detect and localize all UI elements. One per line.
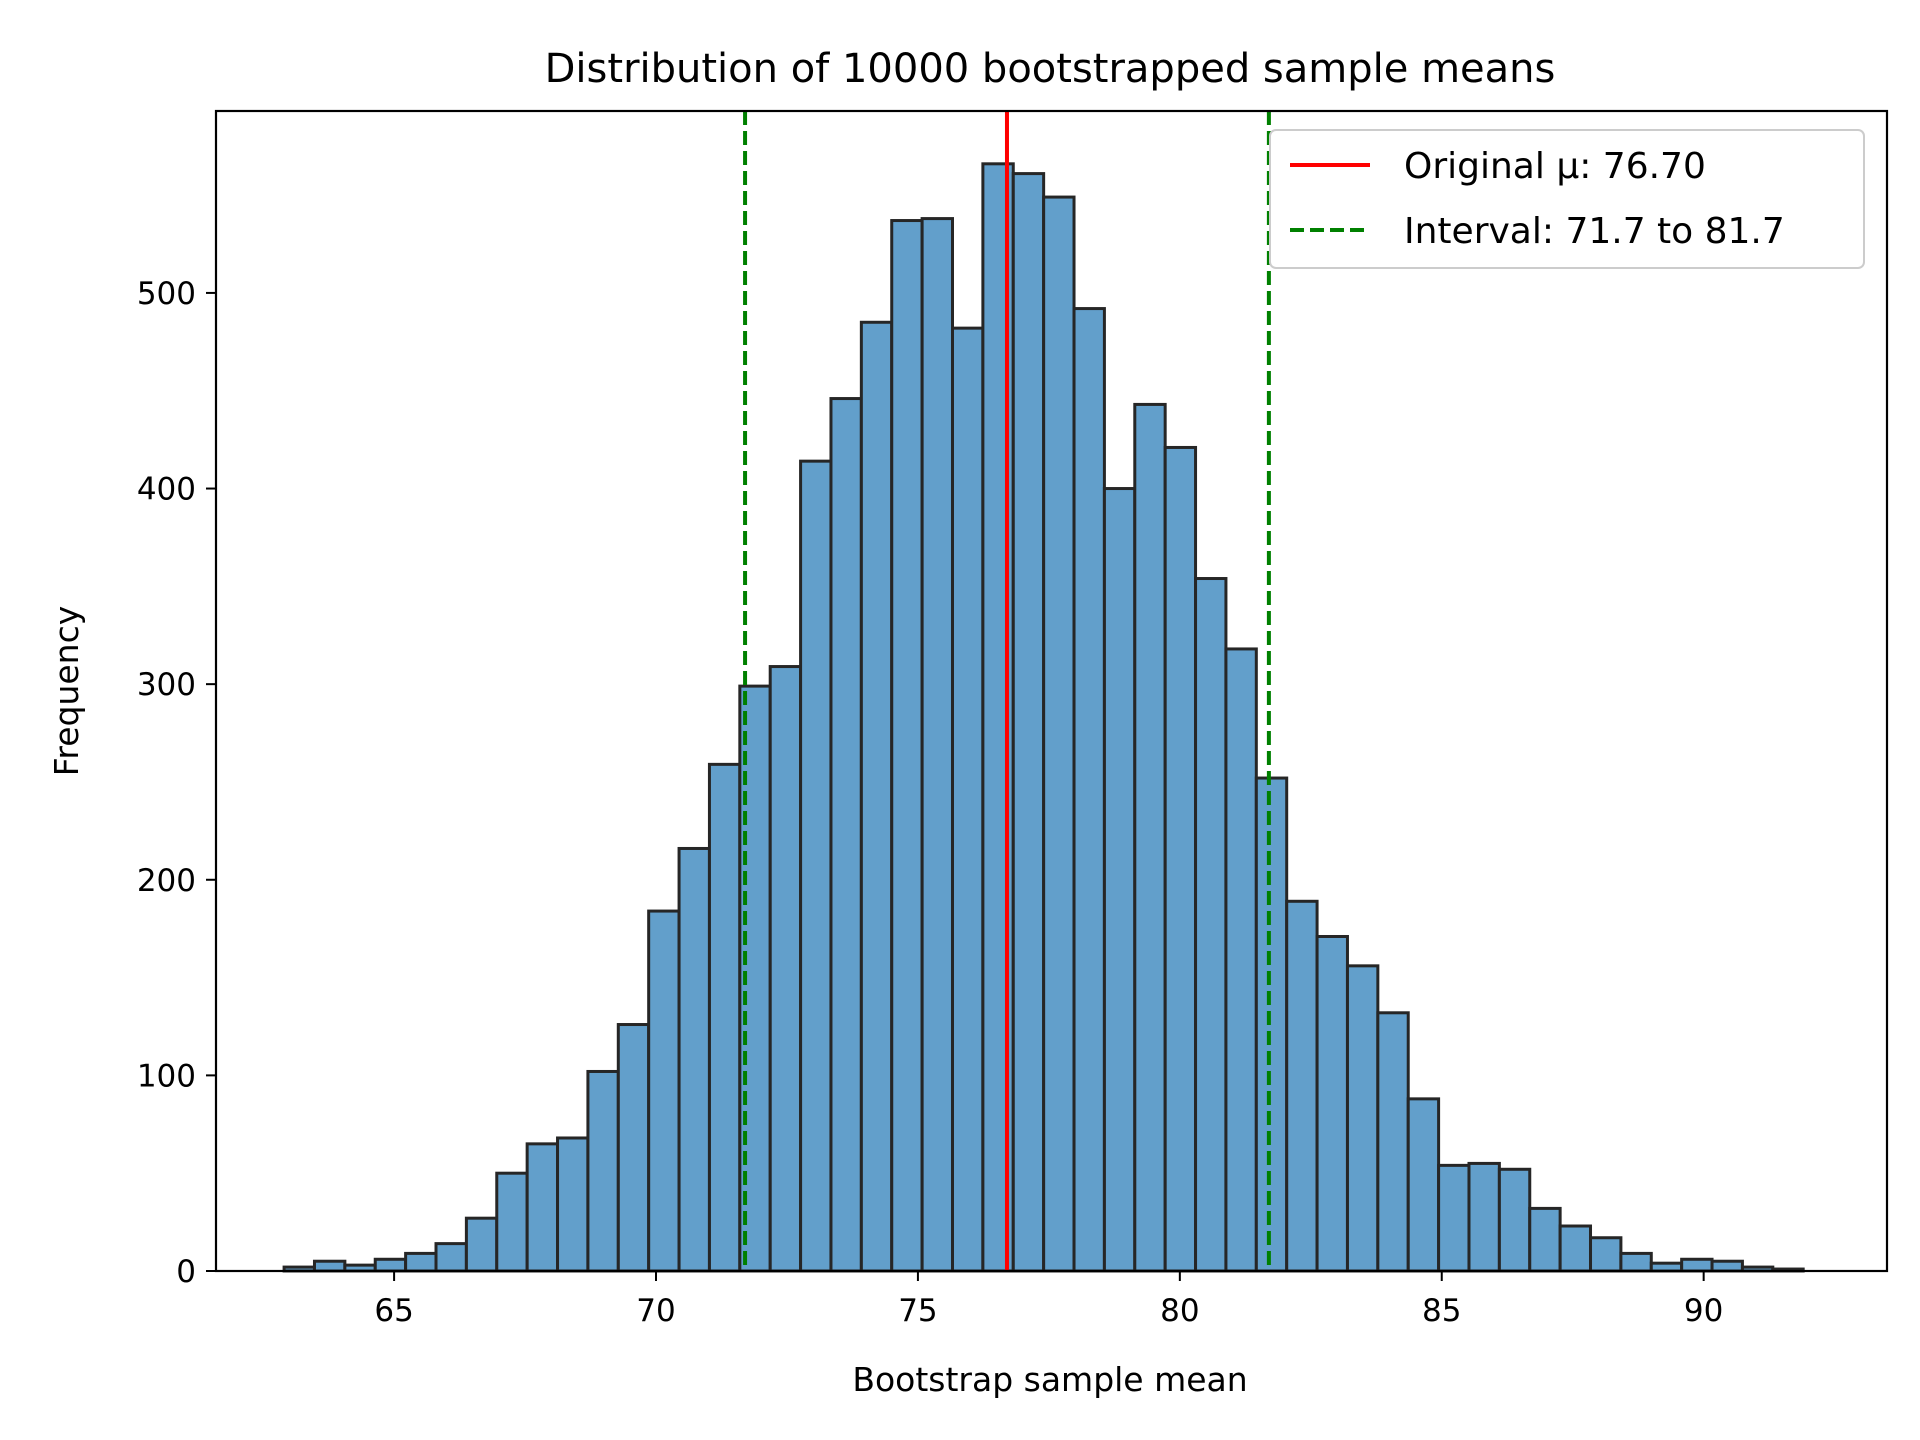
y-tick-label: 500 (137, 276, 196, 312)
histogram-bar (1467, 1161, 1501, 1273)
histogram-bar (647, 909, 681, 1273)
histogram-bar (950, 326, 985, 1273)
histogram-bar (1437, 1163, 1471, 1273)
histogram-bar (616, 1023, 651, 1273)
histogram-bar (373, 1257, 408, 1273)
histogram-bar (1194, 577, 1228, 1273)
bars-group (282, 162, 1805, 1273)
histogram-bar (1072, 307, 1106, 1273)
histogram-bar (586, 1069, 620, 1273)
histogram-bar (1042, 195, 1076, 1273)
histogram-bar (829, 397, 863, 1273)
x-axis-label: Bootstrap sample mean (852, 1360, 1247, 1399)
histogram-bar (1558, 1224, 1593, 1273)
histogram-bar (1133, 402, 1167, 1273)
histogram-bar (1163, 445, 1198, 1273)
y-axis-ticks: 0 100 200 300 400 500 (137, 276, 216, 1290)
histogram-bar (1345, 964, 1380, 1273)
histogram-bar (1011, 172, 1046, 1273)
chart-title: Distribution of 10000 bootstrapped sampl… (545, 46, 1556, 92)
histogram-bar (1710, 1259, 1744, 1273)
histogram-bar (1619, 1251, 1653, 1273)
histogram-bar (707, 762, 742, 1273)
histogram-bar (1376, 1011, 1410, 1273)
histogram-bar (1680, 1257, 1714, 1273)
histogram-bar (1254, 776, 1289, 1273)
reference-lines (743, 111, 1271, 1271)
x-tick-label: 90 (1684, 1293, 1723, 1329)
y-tick-label: 400 (137, 472, 196, 508)
histogram-bar (464, 1216, 499, 1273)
histogram-bar (495, 1171, 529, 1273)
histogram-bar (768, 665, 803, 1273)
histogram-bar (1589, 1236, 1623, 1273)
histogram-bar (859, 320, 894, 1273)
histogram-bar (1315, 934, 1349, 1273)
histogram-bar (1649, 1261, 1684, 1273)
histogram-bar (525, 1142, 560, 1273)
histogram-bar (920, 217, 954, 1273)
histogram-bar (1224, 647, 1258, 1273)
legend-original-label: Original μ: 76.70 (1404, 146, 1706, 187)
histogram-bar (890, 219, 924, 1273)
x-tick-label: 65 (374, 1293, 413, 1329)
histogram-bar (1497, 1167, 1532, 1273)
legend: Original μ: 76.70 Interval: 71.7 to 81.7 (1269, 129, 1865, 269)
histogram-bar (677, 846, 711, 1273)
histogram-bar (799, 459, 833, 1273)
x-axis-ticks: 65 70 75 80 85 90 (374, 1271, 1723, 1329)
histogram-bar (434, 1242, 468, 1273)
legend-box (1269, 129, 1865, 269)
histogram-bar (556, 1136, 590, 1273)
y-tick-label: 0 (176, 1254, 196, 1290)
y-tick-label: 300 (137, 667, 196, 703)
plot-frame (214, 109, 1889, 1273)
legend-interval-label: Interval: 71.7 to 81.7 (1404, 211, 1785, 252)
y-tick-label: 200 (137, 863, 196, 899)
histogram-bar (1285, 899, 1319, 1273)
histogram-bar (312, 1259, 347, 1273)
histogram-bar (1406, 1097, 1441, 1273)
histogram-bar (404, 1251, 438, 1273)
y-tick-label: 100 (137, 1058, 196, 1094)
y-axis-label: Frequency (47, 606, 86, 776)
histogram-bar (1102, 487, 1137, 1273)
histogram-bar (1528, 1206, 1562, 1273)
x-tick-label: 70 (636, 1293, 675, 1329)
x-tick-label: 85 (1422, 1293, 1461, 1329)
x-tick-label: 75 (898, 1293, 937, 1329)
x-tick-label: 80 (1160, 1293, 1199, 1329)
